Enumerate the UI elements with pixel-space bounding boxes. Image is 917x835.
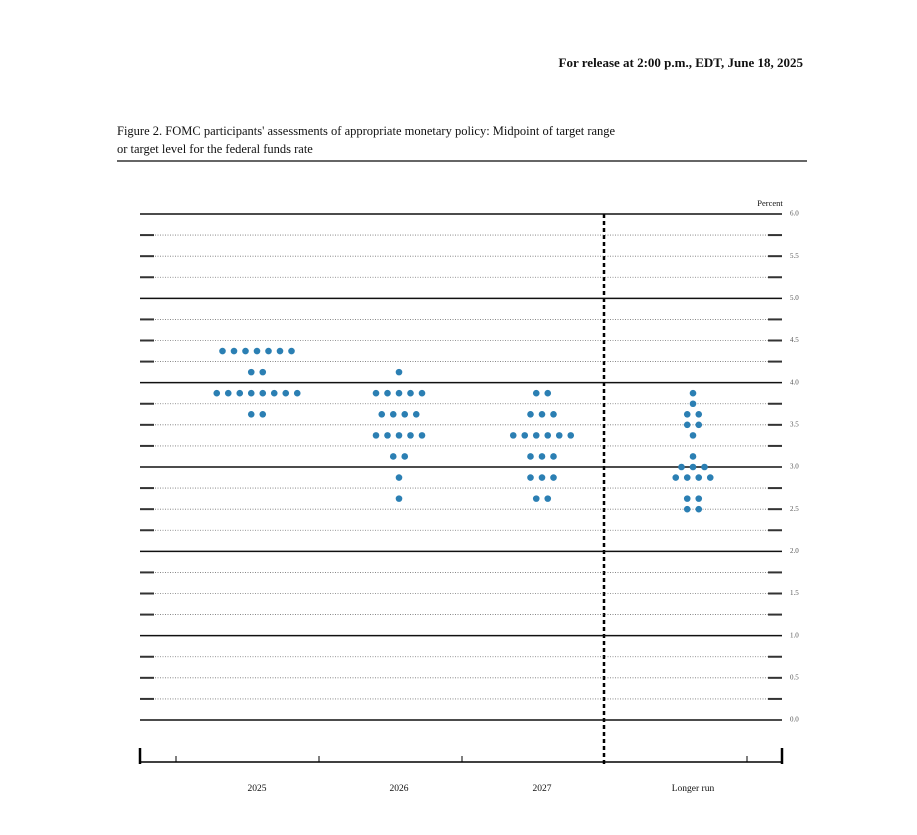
dot [550,453,557,460]
dot [509,432,517,439]
dot [259,389,267,397]
dot [372,389,380,397]
y-tick-label: 3.0 [790,463,799,471]
dot [695,474,703,481]
y-tick-label: 4.5 [790,336,799,344]
dot [678,463,685,471]
x-tick-label: 2026 [390,784,409,794]
dot [701,463,708,471]
dot [695,421,703,429]
dot [672,474,680,481]
dot [378,410,386,418]
dot [418,432,426,439]
dot [683,505,691,513]
dot [695,410,703,418]
x-tick-label: 2027 [533,784,552,794]
dot [407,389,414,397]
dot [544,389,552,397]
dot [265,347,272,355]
dot [236,389,244,397]
dot [259,368,267,376]
x-axis-ticks [175,756,748,762]
y-tick-label: 6.0 [790,210,799,218]
dot [418,389,426,397]
dot [230,347,238,355]
dot [683,410,691,418]
dot [247,368,255,376]
dot [372,432,380,439]
dot [247,389,255,397]
y-axis-label: Percent [757,198,783,208]
dot [555,432,563,439]
dot [389,453,397,460]
y-tick-label: 4.0 [790,378,799,386]
dot [527,410,534,418]
dot [689,389,697,397]
dot [695,505,703,513]
dot [567,432,575,439]
dot [550,474,557,481]
dot [282,389,290,397]
dot [689,463,697,471]
dot [384,389,391,397]
chart-title: or target level for the federal funds ra… [117,142,313,156]
dot [242,347,249,355]
dot [683,421,691,429]
dot [395,389,403,397]
dot [527,453,534,460]
dot [270,389,278,397]
dot [259,410,267,418]
dot [395,474,403,481]
dot [538,453,546,460]
dot [532,495,540,502]
dot [550,410,557,418]
dot [293,389,301,397]
dot [395,495,403,502]
y-tick-label: 0.5 [790,673,799,681]
x-tick-label: 2025 [248,784,267,794]
x-tick-label: Longer run [672,784,715,794]
dot [395,368,403,376]
y-tick-label: 0.0 [790,716,799,724]
dot [689,453,697,460]
dot [532,389,540,397]
dot [695,495,703,502]
dot [401,410,409,418]
dot [407,432,414,439]
dot [253,347,261,355]
y-tick-label: 1.5 [790,589,799,597]
dot [532,432,540,439]
chart-title: Figure 2. FOMC participants' assessments… [117,124,616,138]
y-tick-label: 5.5 [790,252,799,260]
dot [276,347,284,355]
dot [288,347,295,355]
dot [544,495,552,502]
dot [401,453,409,460]
dot [544,432,552,439]
dot [389,410,397,418]
dot [384,432,391,439]
y-tick-label: 3.5 [790,420,799,428]
dot [527,474,534,481]
dot [224,389,232,397]
dot [683,495,691,502]
dot [247,410,255,418]
dot [538,474,546,481]
dot [219,347,226,355]
dot [689,400,697,408]
dot [213,389,221,397]
y-tick-label: 1.0 [790,631,799,639]
dot [412,410,420,418]
dot [689,432,697,439]
y-tick-label: 2.0 [790,547,799,555]
dot [521,432,529,439]
dot [683,474,691,481]
dot [395,432,403,439]
dot [706,474,714,481]
release-note: For release at 2:00 p.m., EDT, June 18, … [559,55,804,70]
y-tick-label: 5.0 [790,294,799,302]
y-tick-label: 2.5 [790,505,799,513]
dot [538,410,546,418]
